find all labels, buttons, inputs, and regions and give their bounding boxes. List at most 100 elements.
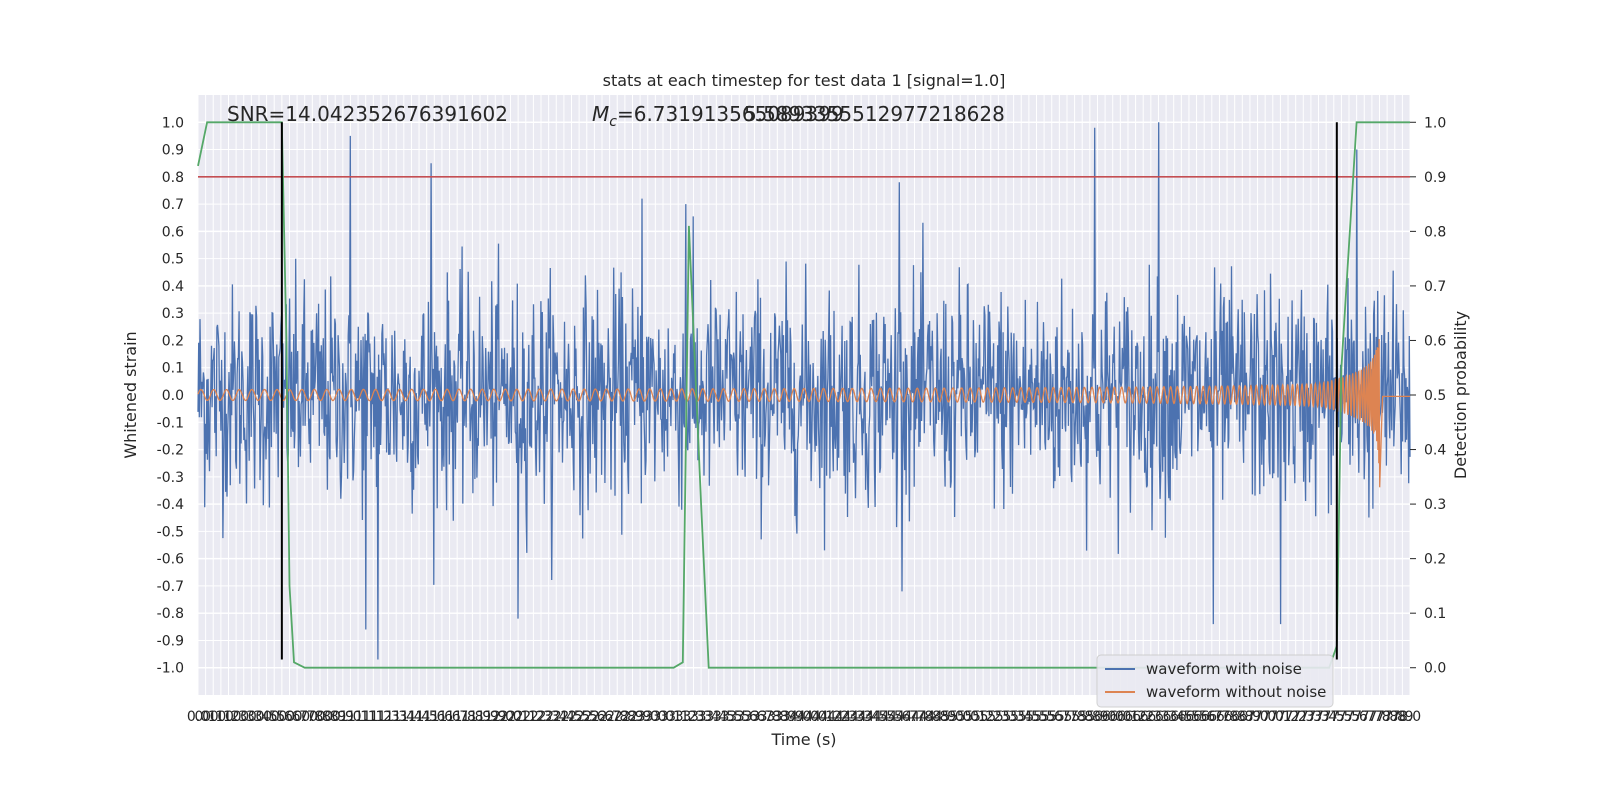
x-tick-label: 7.1 bbox=[1269, 709, 1291, 725]
x-tick-label: 2.9 bbox=[629, 709, 651, 725]
x-tick-label: 3.3 bbox=[682, 709, 704, 725]
x-tick-label: 0.0 bbox=[187, 709, 209, 725]
x-tick-label: 3.6 bbox=[736, 709, 758, 725]
y-tick-label: -0.4 bbox=[157, 497, 184, 513]
x-tick-label: 7.7 bbox=[1361, 709, 1383, 725]
y2-tick-label: 0.2 bbox=[1424, 552, 1446, 568]
x-tick-label: 3.5 bbox=[728, 709, 750, 725]
x-tick-label: 7.6 bbox=[1346, 709, 1368, 725]
x-tick-label: 2.6 bbox=[583, 709, 605, 725]
chirp-mass-overlap: 5.5893355512977218628 bbox=[744, 102, 1005, 126]
x-tick-label: 2.5 bbox=[560, 709, 582, 725]
x-tick-label: 1.4 bbox=[400, 709, 422, 725]
x-tick-label: 6.0 bbox=[1109, 709, 1131, 725]
x-tick-label: 5.3 bbox=[987, 709, 1009, 725]
x-tick-label: 6.5 bbox=[1178, 709, 1200, 725]
x-tick-label: 0.7 bbox=[286, 709, 308, 725]
x-tick-label: 4.0 bbox=[789, 709, 811, 725]
x-tick-label: 0.2 bbox=[217, 709, 239, 725]
y2-tick-label: 0.0 bbox=[1424, 661, 1446, 677]
x-tick-label: 7.3 bbox=[1307, 709, 1329, 725]
y-tick-label: -0.5 bbox=[157, 524, 184, 540]
x-tick-label: 7.5 bbox=[1338, 709, 1360, 725]
x-tick-label: 2.0 bbox=[492, 709, 514, 725]
x-tick-label: 2.6 bbox=[591, 709, 613, 725]
x-tick-label: 6.7 bbox=[1208, 709, 1230, 725]
legend: waveform with noise waveform without noi… bbox=[1096, 654, 1334, 708]
x-tick-label: 3.3 bbox=[690, 709, 712, 725]
y2-tick-label: 0.8 bbox=[1424, 224, 1446, 240]
x-tick-label: 7.3 bbox=[1300, 709, 1322, 725]
x-tick-label: 4.5 bbox=[865, 709, 887, 725]
x-tick-label: 0.3 bbox=[240, 709, 262, 725]
x-tick-label: 3.1 bbox=[659, 709, 681, 725]
x-tick-label: 1.5 bbox=[416, 709, 438, 725]
y-tick-label: 0.9 bbox=[162, 143, 184, 159]
x-tick-label: 5.2 bbox=[972, 709, 994, 725]
x-tick-label: 6.7 bbox=[1201, 709, 1223, 725]
x-tick-label: 7.8 bbox=[1368, 709, 1390, 725]
x-tick-label: 3.5 bbox=[720, 709, 742, 725]
x-tick-label: 4.9 bbox=[934, 709, 956, 725]
x-tick-label: 5.6 bbox=[1041, 709, 1063, 725]
x-tick-label: 1.8 bbox=[461, 709, 483, 725]
x-tick-label: 7.5 bbox=[1323, 709, 1345, 725]
x-tick-label: 2.8 bbox=[614, 709, 636, 725]
y2-tick-label: 1.0 bbox=[1424, 115, 1446, 131]
x-tick-label: 5.3 bbox=[995, 709, 1017, 725]
x-tick-label: 5.8 bbox=[1079, 709, 1101, 725]
x-tick-label: 5.3 bbox=[1002, 709, 1024, 725]
x-tick-label: 6.5 bbox=[1185, 709, 1207, 725]
x-tick-label: 0.6 bbox=[271, 709, 293, 725]
x-tick-label: 5.5 bbox=[1018, 709, 1040, 725]
x-tick-label: 0.3 bbox=[233, 709, 255, 725]
x-tick-label: 6.2 bbox=[1124, 709, 1146, 725]
x-tick-label: 3.9 bbox=[781, 709, 803, 725]
x-tick-label: 6.9 bbox=[1239, 709, 1261, 725]
x-tick-label: 0.6 bbox=[278, 709, 300, 725]
x-tick-label: 5.7 bbox=[1056, 709, 1078, 725]
y-tick-label: 0.3 bbox=[162, 306, 184, 322]
x-tick-label: 0.1 bbox=[202, 709, 224, 725]
y-tick-label: -0.7 bbox=[157, 579, 184, 595]
x-tick-label: 7.0 bbox=[1262, 709, 1284, 725]
x-axis-label: Time (s) bbox=[770, 730, 836, 749]
x-tick-label: 7.2 bbox=[1277, 709, 1299, 725]
x-tick-label: 4.3 bbox=[835, 709, 857, 725]
legend-box bbox=[1096, 654, 1334, 708]
y-tick-label: 0.0 bbox=[162, 388, 184, 404]
x-tick-label: 6.2 bbox=[1132, 709, 1154, 725]
y-tick-label: 1.0 bbox=[162, 115, 184, 131]
x-tick-label: 0.5 bbox=[255, 709, 277, 725]
x-tick-label: 6.8 bbox=[1216, 709, 1238, 725]
x-tick-label: 3.2 bbox=[675, 709, 697, 725]
y-tick-label: 0.4 bbox=[162, 279, 184, 295]
x-tick-label: 0.1 bbox=[210, 709, 232, 725]
x-tick-label: 8.0 bbox=[1399, 709, 1421, 725]
x-tick-label: 4.3 bbox=[850, 709, 872, 725]
y-tick-label: -0.1 bbox=[157, 415, 184, 431]
x-tick-label: 3.7 bbox=[751, 709, 773, 725]
x-tick-label: 7.0 bbox=[1254, 709, 1276, 725]
x-tick-label: 3.0 bbox=[637, 709, 659, 725]
snr-annotation: SNR=14.042352676391602 bbox=[227, 102, 508, 126]
x-tick-label: 1.6 bbox=[423, 709, 445, 725]
x-tick-label: 4.8 bbox=[911, 709, 933, 725]
x-tick-label: 4.6 bbox=[888, 709, 910, 725]
x-tick-label: 4.2 bbox=[820, 709, 842, 725]
mc-symbol: M bbox=[592, 102, 609, 126]
y2-tick-label: 0.4 bbox=[1424, 443, 1446, 459]
y2-axis-label: Detection probability bbox=[1451, 311, 1470, 479]
x-tick-label: 6.8 bbox=[1231, 709, 1253, 725]
x-tick-label: 5.7 bbox=[1048, 709, 1070, 725]
x-tick-label: 0.9 bbox=[324, 709, 346, 725]
x-tick-label: 0.4 bbox=[248, 709, 270, 725]
x-tick-label: 7.4 bbox=[1315, 709, 1337, 725]
x-tick-label: 7.9 bbox=[1391, 709, 1413, 725]
mc-subscript: c bbox=[609, 114, 617, 130]
x-tick-label: 0.7 bbox=[294, 709, 316, 725]
x-tick-label: 3.4 bbox=[698, 709, 720, 725]
x-tick-label: 4.5 bbox=[881, 709, 903, 725]
